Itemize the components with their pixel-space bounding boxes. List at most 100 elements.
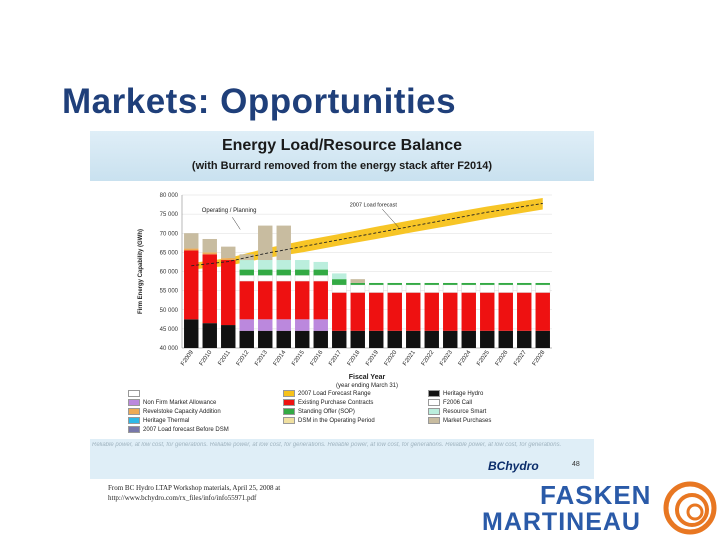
annotation-load-forecast: 2007 Load forecast (350, 202, 398, 208)
page-number: 48 (572, 461, 580, 468)
bar-segment (535, 330, 550, 348)
bar-segment (295, 260, 310, 270)
bchydro-logo: BChydro (488, 459, 539, 473)
legend-item: F2006 Call (428, 399, 472, 407)
legend-item: Heritage Thermal (128, 417, 189, 425)
y-tick-label: 60 000 (160, 270, 179, 276)
bar-segment (294, 275, 310, 282)
bar-segment (461, 284, 477, 293)
bar-segment (258, 319, 273, 331)
bar-segment (221, 258, 236, 261)
legend-item: DSM in the Operating Period (283, 417, 375, 425)
legend-label: Existing Purchase Contracts (298, 400, 374, 407)
legend-label: Resource Smart (443, 409, 487, 416)
bar-segment (202, 238, 217, 253)
legend-swatch (128, 390, 140, 397)
bar-segment (221, 260, 236, 326)
x-tick-label: F2017 (328, 349, 343, 367)
x-tick-label: F2013 (254, 349, 269, 367)
bar-segment (424, 292, 439, 331)
legend-item: Heritage Hydro (428, 390, 483, 398)
logo-text-fasken: FASKEN (540, 480, 652, 510)
y-tick-label: 40 000 (160, 346, 179, 352)
legend-swatch (128, 426, 140, 433)
y-tick-label: 80 000 (160, 193, 179, 199)
bar-segment (276, 260, 291, 270)
chart-subtitle: (with Burrard removed from the energy st… (191, 160, 493, 172)
bar-segment (387, 282, 402, 285)
chart-title: Energy Load/Resource Balance (221, 137, 463, 154)
bar-segment (202, 252, 217, 255)
bar-segment (498, 292, 513, 331)
footer-tagline: Reliable power, at low cost, for generat… (92, 442, 562, 448)
y-tick-label: 65 000 (160, 250, 179, 256)
x-tick-label: F2021 (402, 349, 417, 367)
bar-segment (239, 319, 254, 331)
bar-segment (276, 269, 291, 276)
bar-segment (350, 284, 366, 293)
bar-segment (313, 319, 328, 331)
legend-item: 2007 Load forecast Before DSM (128, 426, 229, 434)
bar-segment (313, 275, 329, 282)
y-tick-label: 70 000 (160, 231, 179, 237)
bar-segment (276, 319, 291, 331)
bar-segment (221, 325, 236, 348)
bar-segment (258, 260, 273, 270)
bar-segment (276, 225, 291, 261)
legend-swatch (283, 390, 295, 397)
legend-label: Standing Offer (SOP) (298, 409, 355, 416)
x-tick-label: F2018 (347, 349, 362, 367)
bar-segment (424, 330, 439, 348)
bar-segment (535, 292, 550, 331)
bar-segment (406, 330, 421, 348)
bar-segment (406, 292, 421, 331)
legend-label: Non Firm Market Allowance (143, 400, 217, 407)
bar-segment (498, 284, 514, 293)
x-tick-label: F2009 (180, 349, 195, 367)
bar-segment (202, 254, 217, 324)
y-tick-label: 45 000 (160, 327, 179, 333)
bar-segment (202, 323, 217, 348)
x-tick-label: F2022 (421, 349, 436, 367)
chart-plot: 40 000 45 000 50 000 55 000 60 000 65 000 70 0… (138, 193, 552, 389)
bar-segment (295, 269, 310, 276)
x-tick-label: F2019 (365, 349, 380, 367)
bar-segment (313, 330, 328, 348)
bar-segment (369, 292, 384, 331)
bar-segment (257, 275, 273, 282)
bar-segment (387, 292, 402, 331)
bar-segment (350, 292, 365, 331)
bar-segment (387, 284, 403, 293)
legend-label: Revelstoke Capacity Addition (143, 409, 221, 416)
bar-segment (350, 330, 365, 348)
legend-label: F2006 Call (443, 400, 473, 407)
bar-segment (424, 284, 440, 293)
bar-segment (406, 282, 421, 285)
x-tick-label: F2023 (439, 349, 454, 367)
bar-segment (517, 292, 532, 331)
bar-segment (369, 330, 384, 348)
bar-segment (516, 284, 532, 293)
annotation-leader (232, 217, 241, 230)
bar-segment (387, 330, 402, 348)
bar-segment (442, 284, 458, 293)
bar-segment (258, 281, 273, 320)
y-tick-label: 50 000 (160, 308, 179, 314)
x-tick-label: F2027 (513, 349, 528, 367)
bar-segment (369, 282, 384, 285)
slide-title: Markets: Opportunities (62, 82, 457, 121)
bar-segment (239, 260, 254, 270)
fasken-martineau-logo: FASKEN MARTINEAU (478, 478, 718, 536)
bar-segment (239, 281, 254, 320)
x-tick-label: F2026 (495, 349, 510, 367)
bar-segment (443, 330, 458, 348)
legend-label: 2007 Load Forecast Range (298, 391, 371, 398)
chart-header: Energy Load/Resource Balance (with Burra… (90, 131, 594, 181)
bar-segment (498, 282, 513, 285)
legend-item: Standing Offer (SOP) (283, 408, 355, 416)
bar-segment (258, 269, 273, 276)
legend-swatch (428, 408, 440, 415)
bar-segment (295, 330, 310, 348)
legend-item: 2007 Load Forecast Range (283, 390, 371, 398)
bar-segment (313, 261, 328, 270)
